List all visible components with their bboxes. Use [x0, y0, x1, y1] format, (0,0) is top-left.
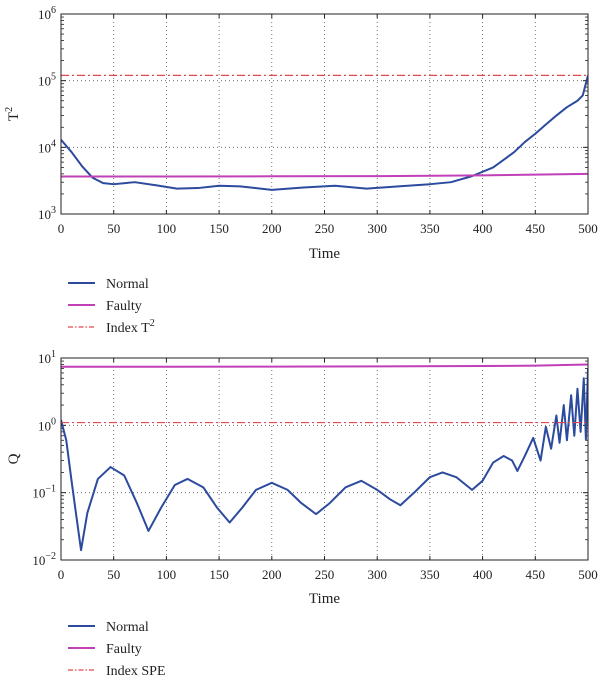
legend-label: Normal — [106, 277, 149, 292]
y-tick-label: 10−1 — [32, 484, 56, 501]
x-tick-label: 350 — [420, 567, 440, 582]
series-line-faulty — [61, 172, 588, 178]
x-tick-label: 450 — [526, 567, 546, 582]
legend-label: Faulty — [106, 299, 142, 314]
y-axis-label-text: T2 — [4, 107, 22, 121]
legend-label: Faulty — [106, 642, 142, 657]
legend-label: Normal — [106, 620, 149, 635]
legend-label: Index SPE — [106, 664, 166, 679]
x-tick-label: 500 — [578, 221, 598, 236]
y-axis-label: Q — [6, 453, 22, 464]
legend-label: Index T2 — [106, 318, 155, 336]
x-axis-label: Time — [309, 591, 340, 607]
y-tick-label: 104 — [38, 138, 56, 155]
x-tick-label: 400 — [473, 221, 493, 236]
x-tick-label: 200 — [262, 567, 282, 582]
x-tick-label: 250 — [315, 567, 335, 582]
x-tick-label: 250 — [315, 221, 335, 236]
x-tick-label: 500 — [578, 567, 598, 582]
x-axis-label: Time — [309, 246, 340, 262]
x-tick-label: 150 — [209, 221, 229, 236]
y-tick-label: 10−2 — [32, 551, 56, 568]
x-tick-label: 150 — [209, 567, 229, 582]
y-axis-label: T2 — [4, 107, 22, 121]
plot-frame — [60, 357, 589, 561]
y-tick-label: 106 — [38, 5, 56, 22]
y-tick-label: 101 — [38, 349, 56, 366]
x-tick-label: 300 — [367, 567, 387, 582]
x-tick-label: 100 — [157, 221, 177, 236]
y-tick-label: 100 — [38, 416, 56, 433]
x-tick-label: 0 — [58, 567, 65, 582]
x-tick-label: 300 — [367, 221, 387, 236]
series-line-normal — [61, 75, 588, 191]
x-tick-label: 200 — [262, 221, 282, 236]
x-tick-label: 50 — [107, 221, 120, 236]
y-tick-label: 103 — [38, 205, 56, 222]
x-tick-label: 0 — [58, 221, 65, 236]
y-tick-label: 105 — [38, 72, 56, 89]
series-line-faulty — [61, 363, 588, 368]
series-line-normal — [61, 368, 588, 552]
x-tick-label: 450 — [526, 221, 546, 236]
y-axis-label-text: Q — [6, 453, 22, 464]
plot-frame — [60, 13, 589, 215]
chart-panel-1: 0 50 100 150 200 250 300 350 400 450 500 103 104 105 1… — [4, 5, 598, 336]
x-tick-label: 100 — [157, 567, 177, 582]
x-tick-label: 50 — [107, 567, 120, 582]
x-tick-label: 400 — [473, 567, 493, 582]
x-tick-label: 350 — [420, 221, 440, 236]
chart-panel-2: 0 50 100 150 200 250 300 350 400 450 500 10−2 10−1 10… — [6, 349, 598, 679]
